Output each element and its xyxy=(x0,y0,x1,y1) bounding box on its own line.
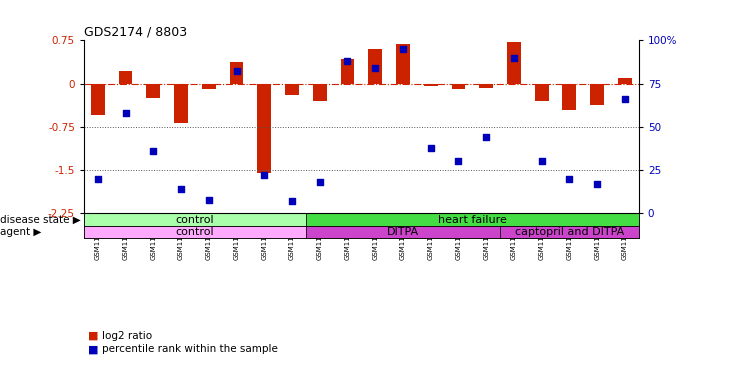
Bar xyxy=(84,226,306,238)
Text: captopril and DITPA: captopril and DITPA xyxy=(515,227,624,237)
Point xyxy=(591,181,603,187)
Bar xyxy=(479,84,493,88)
Point xyxy=(536,158,548,164)
Point xyxy=(92,175,104,182)
Point xyxy=(425,144,437,151)
Text: ■: ■ xyxy=(88,344,98,354)
Text: disease state ▶: disease state ▶ xyxy=(0,215,81,225)
Bar xyxy=(229,62,243,84)
Bar xyxy=(306,226,500,238)
Bar xyxy=(563,84,577,109)
Text: log2 ratio: log2 ratio xyxy=(102,331,153,341)
Bar xyxy=(396,45,410,84)
Point xyxy=(120,110,131,116)
Text: GDS2174 / 8803: GDS2174 / 8803 xyxy=(84,25,187,38)
Bar xyxy=(306,214,639,226)
Point xyxy=(508,55,520,61)
Bar xyxy=(507,42,520,84)
Text: control: control xyxy=(176,227,214,237)
Point xyxy=(564,175,575,182)
Bar xyxy=(368,49,383,84)
Bar xyxy=(174,84,188,123)
Text: percentile rank within the sample: percentile rank within the sample xyxy=(102,344,278,354)
Bar xyxy=(118,71,133,84)
Bar xyxy=(257,84,272,173)
Point xyxy=(231,68,242,74)
Point xyxy=(397,46,409,52)
Text: DITPA: DITPA xyxy=(387,227,419,237)
Bar xyxy=(591,84,604,106)
Point xyxy=(453,158,464,164)
Point xyxy=(286,198,298,204)
Text: ■: ■ xyxy=(88,331,98,341)
Bar xyxy=(84,214,306,226)
Point xyxy=(480,134,492,140)
Bar xyxy=(451,84,466,89)
Bar xyxy=(534,84,549,101)
Bar xyxy=(423,84,438,86)
Bar xyxy=(146,84,161,98)
Bar xyxy=(285,84,299,95)
Point xyxy=(342,58,353,64)
Bar xyxy=(618,78,632,84)
Bar xyxy=(201,84,216,89)
Point xyxy=(619,96,631,102)
Point xyxy=(147,148,159,154)
Point xyxy=(314,179,326,185)
Bar xyxy=(91,84,105,115)
Bar xyxy=(340,60,355,84)
Text: agent ▶: agent ▶ xyxy=(0,227,42,237)
Point xyxy=(258,172,270,178)
Text: control: control xyxy=(176,215,214,225)
Point xyxy=(203,197,215,203)
Point xyxy=(175,186,187,192)
Bar xyxy=(500,226,639,238)
Bar xyxy=(312,84,327,101)
Point xyxy=(369,65,381,71)
Text: heart failure: heart failure xyxy=(438,215,507,225)
